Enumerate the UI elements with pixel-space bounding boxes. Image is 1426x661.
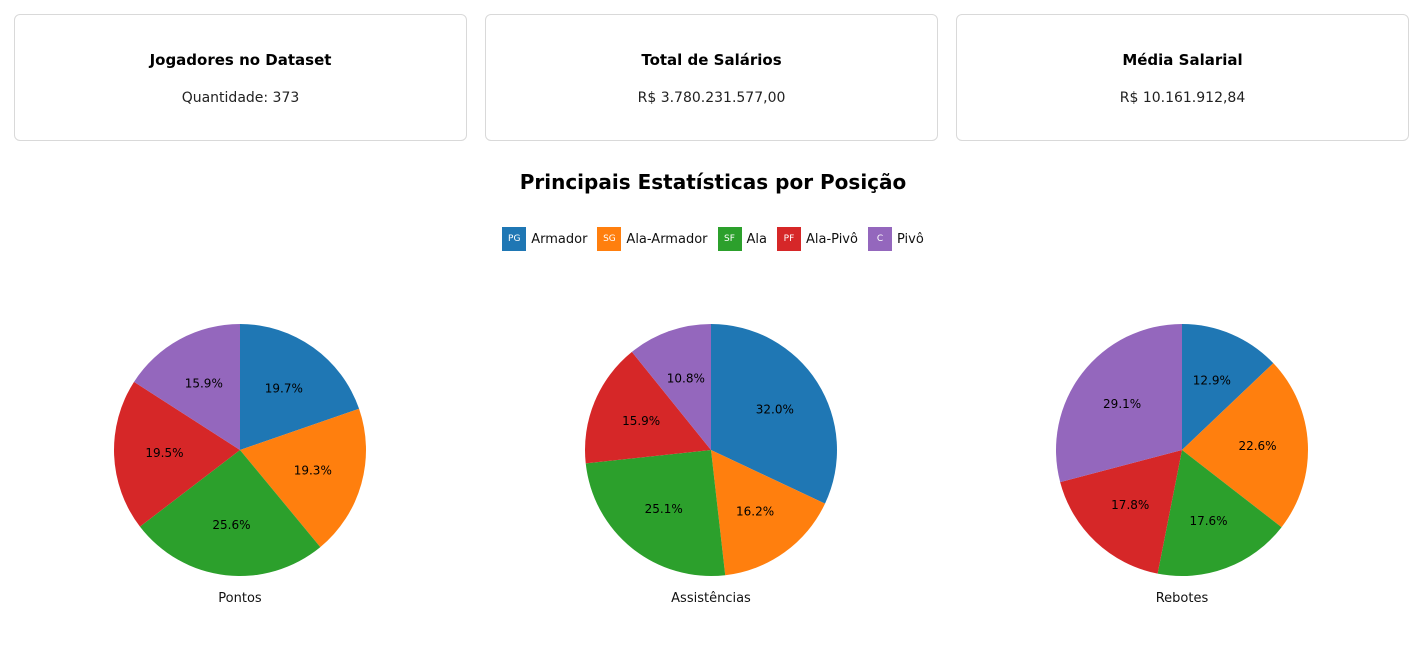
summary-cards: Jogadores no Dataset Quantidade: 373 Tot… [14, 14, 1410, 143]
pie-chart-rebotes: 12.9% 22.6% 17.6% 17.8% 29.1% Rebotes [1056, 324, 1308, 606]
pie-slice-label: 32.0% [756, 402, 794, 416]
pie-slice-armador [711, 324, 838, 504]
legend-label: Armador [531, 231, 588, 247]
card-title: Total de Salários [641, 51, 782, 69]
card-value: Quantidade: 373 [181, 90, 300, 106]
pie-slice-pivô [134, 324, 240, 450]
legend-label: Ala-Pivô [805, 231, 858, 247]
legend-label: Ala [746, 231, 767, 247]
pie-slice-ala [139, 450, 321, 576]
pie-slice-label: 19.3% [294, 463, 332, 477]
pie-slice-ala-pivô [114, 381, 240, 527]
pie-chart-assistências: 32.0% 16.2% 25.1% 15.9% 10.8% Assistências [585, 324, 838, 606]
pie-slice-label: 29.1% [1103, 397, 1141, 411]
pie-slice-label: 19.5% [145, 446, 183, 460]
pie-title: Rebotes [1156, 591, 1209, 606]
pie-slice-label: 12.9% [1193, 374, 1231, 388]
pie-slice-label: 25.6% [212, 518, 250, 532]
legend-label: Ala-Armador [626, 231, 708, 247]
pie-slice-label: 19.7% [265, 381, 303, 395]
total-salaries-card: Total de Salários R$ 3.780.231.577,00 [485, 14, 938, 141]
card-value: R$ 3.780.231.577,00 [637, 90, 786, 106]
pie-slice-label: 15.9% [622, 414, 660, 428]
legend-swatch: PF [776, 227, 801, 251]
pie-slice-label: 17.8% [1111, 498, 1149, 512]
pie-slice-ala-armador [240, 408, 366, 548]
legend-swatch: C [867, 227, 892, 251]
pie-slice-armador [1182, 324, 1274, 450]
pie-slice-ala [585, 450, 726, 576]
pie-slice-ala-pivô [1060, 450, 1182, 574]
pie-slice-armador [240, 324, 360, 450]
pie-slice-ala-armador [1182, 363, 1308, 528]
pie-slice-ala [1157, 450, 1282, 577]
chart-legend: PG Armador SG Ala-Armador SF Ala PF Ala-… [0, 227, 1426, 251]
legend-item-pf: PF Ala-Pivô [776, 227, 858, 251]
pie-slice-pivô [1056, 324, 1182, 483]
pie-slice-label: 22.6% [1238, 439, 1276, 453]
pie-title: Pontos [218, 591, 262, 606]
pie-slice-label: 17.6% [1189, 514, 1227, 528]
pie-slice-pivô [631, 324, 711, 450]
card-value: R$ 10.161.912,84 [1119, 90, 1246, 106]
pie-slice-ala-armador [711, 450, 826, 576]
legend-swatch: PG [502, 227, 527, 251]
legend-swatch: SF [717, 227, 742, 251]
pie-title: Assistências [671, 591, 751, 606]
legend-item-c: C Pivô [867, 227, 924, 251]
card-title: Jogadores no Dataset [149, 51, 332, 69]
pie-chart-pontos: 19.7% 19.3% 25.6% 19.5% 15.9% Pontos [114, 324, 366, 606]
players-count-card: Jogadores no Dataset Quantidade: 373 [14, 14, 467, 141]
pie-slice-label: 25.1% [645, 502, 683, 516]
card-title: Média Salarial [1122, 51, 1243, 69]
legend-label: Pivô [896, 231, 924, 247]
legend-item-sf: SF Ala [717, 227, 767, 251]
legend-item-pg: PG Armador [502, 227, 587, 251]
average-salary-card: Média Salarial R$ 10.161.912,84 [956, 14, 1409, 141]
pie-slice-label: 10.8% [667, 372, 705, 386]
pie-slice-label: 15.9% [185, 377, 223, 391]
pie-slice-label: 16.2% [736, 504, 774, 518]
legend-swatch: SG [597, 227, 622, 251]
section-title: Principais Estatísticas por Posição [519, 170, 907, 194]
pie-slice-ala-pivô [585, 351, 711, 464]
legend-item-sg: SG Ala-Armador [597, 227, 708, 251]
